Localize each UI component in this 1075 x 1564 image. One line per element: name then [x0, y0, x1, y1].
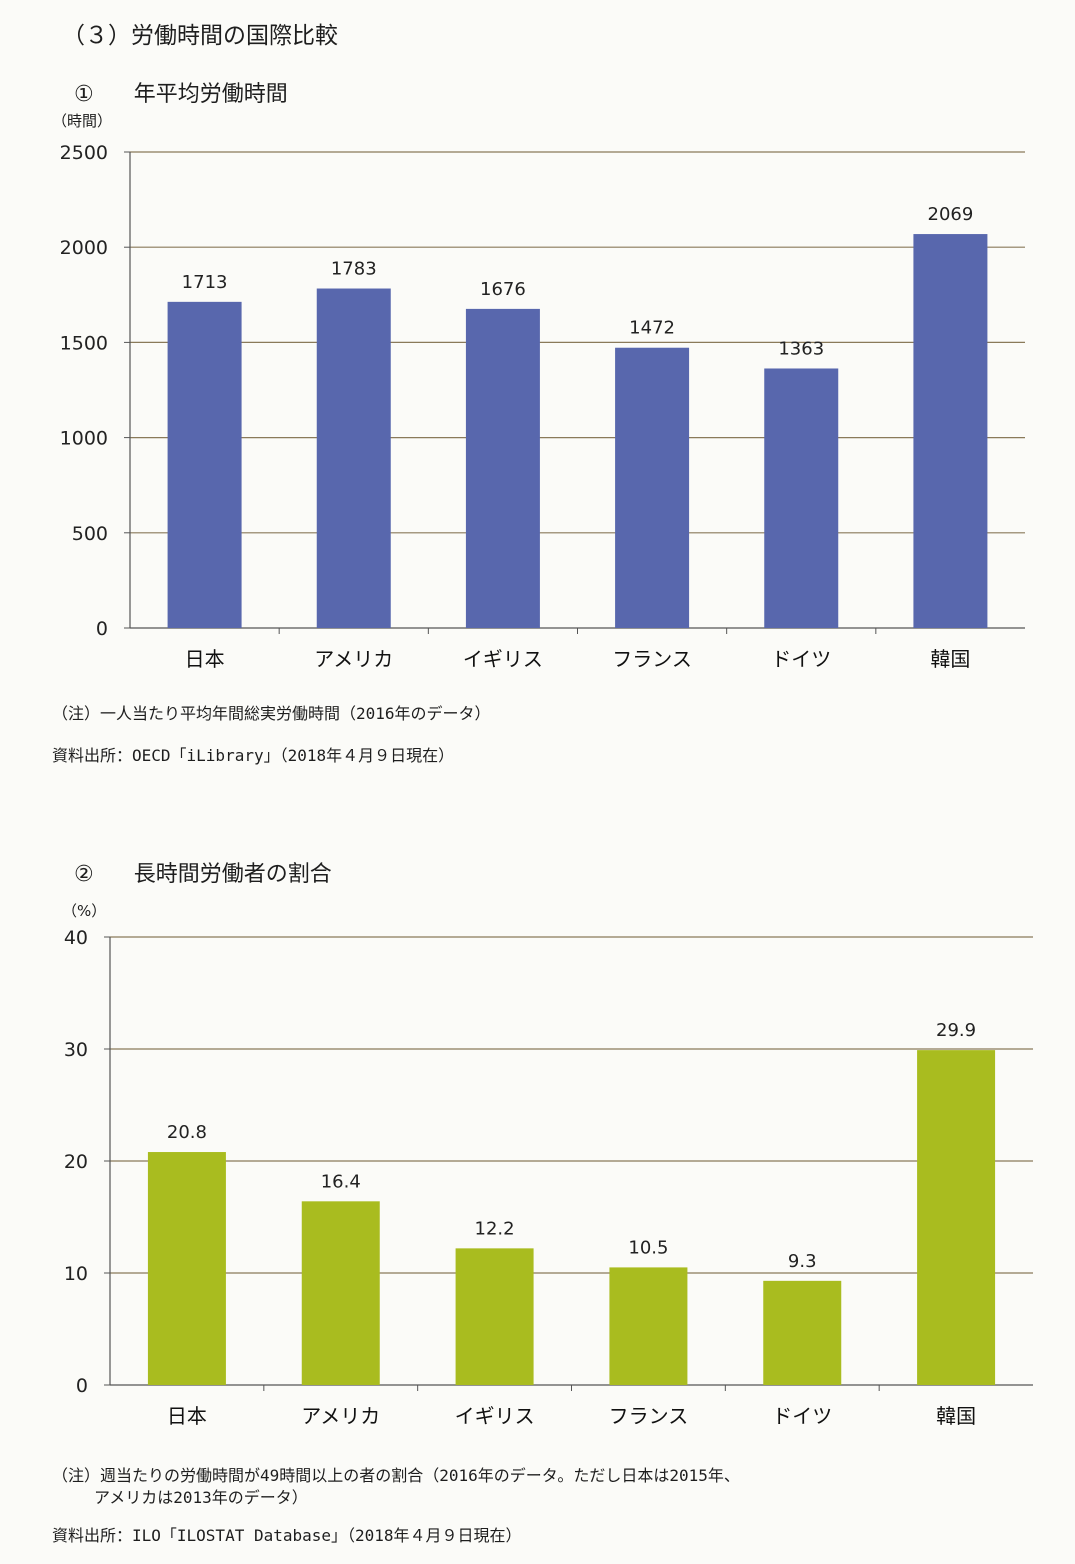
chart1-data-label: 1713 [182, 272, 228, 293]
chart2-category-label: フランス [609, 1404, 689, 1428]
chart1-bar [465, 308, 540, 628]
chart2-y-tick-label: 40 [64, 927, 88, 949]
chart2-source: 資料出所：ILO「ILOSTAT Database」（2018年４月９日現在） [52, 1526, 522, 1545]
chart1-bar [316, 288, 391, 628]
chart1-category-label: 韓国 [930, 647, 970, 671]
chart2-bar [455, 1248, 534, 1385]
chart2-note-line1: （注）週当たりの労働時間が49時間以上の者の割合（2016年のデータ。ただし日本… [52, 1466, 740, 1485]
chart2-category-label: アメリカ [301, 1404, 380, 1428]
chart2-category-label: 韓国 [936, 1404, 976, 1428]
chart2-data-label: 16.4 [321, 1171, 361, 1192]
chart1-heading-text: 年平均労働時間 [133, 82, 288, 107]
chart1-y-tick-label: 1500 [60, 332, 108, 354]
chart2-bar [609, 1267, 688, 1385]
chart1-category-label: アメリカ [314, 647, 393, 671]
chart1-y-tick-label: 2000 [60, 237, 108, 259]
chart1-y-tick-label: 500 [72, 523, 108, 545]
section-title: （３）労働時間の国際比較 [62, 23, 338, 49]
chart2-category-label: 日本 [167, 1404, 207, 1428]
chart2-data-label: 20.8 [167, 1122, 207, 1143]
chart1-y-unit: （時間） [52, 112, 113, 130]
chart2-y-tick-label: 20 [64, 1151, 88, 1173]
chart1-data-label: 1472 [629, 318, 675, 339]
chart2-y-tick-label: 10 [64, 1263, 88, 1285]
chart2-bar [301, 1201, 380, 1385]
chart1-plot: 0 500 1000 1500 2000 2500 1713 日本 1783 アメリカ 1676 イギ… [60, 142, 1025, 671]
chart2-bar [763, 1280, 842, 1385]
chart1-y-tick-label: 0 [96, 618, 108, 640]
chart1-category-label: 日本 [185, 647, 225, 671]
chart2-y-unit: （%） [62, 902, 107, 920]
chart2-note-line2: アメリカは2013年のデータ） [94, 1488, 308, 1507]
chart1-data-label: 2069 [928, 204, 974, 225]
chart2-y-tick-label: 0 [76, 1375, 88, 1397]
chart1-bar [913, 234, 988, 628]
chart1-category-label: ドイツ [771, 647, 831, 671]
chart1-y-tick-label: 2500 [60, 142, 108, 164]
chart1-bar [615, 347, 690, 628]
chart2-data-label: 10.5 [628, 1237, 668, 1258]
chart2-heading-text: 長時間労働者の割合 [133, 862, 332, 887]
chart2-bar [147, 1152, 226, 1385]
chart1-note: （注）一人当たり平均年間総実労働時間（2016年のデータ） [52, 704, 491, 723]
chart2-heading: ② 長時間労働者の割合 [74, 856, 332, 888]
chart1-bar [764, 368, 839, 628]
chart2-bar [917, 1050, 996, 1385]
chart2-category-label: ドイツ [772, 1404, 832, 1428]
chart1-source: 資料出所：OECD「iLibrary」（2018年４月９日現在） [52, 746, 455, 765]
chart2-heading-number: ② [74, 862, 94, 887]
chart1-heading: ① 年平均労働時間 [74, 76, 288, 108]
chart1-bar [167, 301, 242, 628]
chart2-plot: 0 10 20 30 40 20.8 日本 16.4 アメリカ 12.2 イギリス 10.5 フランス 9… [64, 927, 1033, 1428]
chart1-y-tick-label: 1000 [60, 428, 108, 450]
chart2-data-label: 29.9 [936, 1020, 976, 1041]
chart2-y-tick-label: 30 [64, 1039, 88, 1061]
chart2-category-label: イギリス [455, 1404, 535, 1428]
chart1-data-label: 1676 [480, 279, 526, 300]
chart2-data-label: 12.2 [475, 1218, 515, 1239]
chart1-category-label: イギリス [463, 647, 543, 671]
chart2-data-label: 9.3 [788, 1251, 817, 1272]
chart1-category-label: フランス [612, 647, 692, 671]
chart1-data-label: 1363 [778, 338, 824, 359]
chart1-data-label: 1783 [331, 259, 377, 280]
chart1-heading-number: ① [74, 82, 94, 107]
